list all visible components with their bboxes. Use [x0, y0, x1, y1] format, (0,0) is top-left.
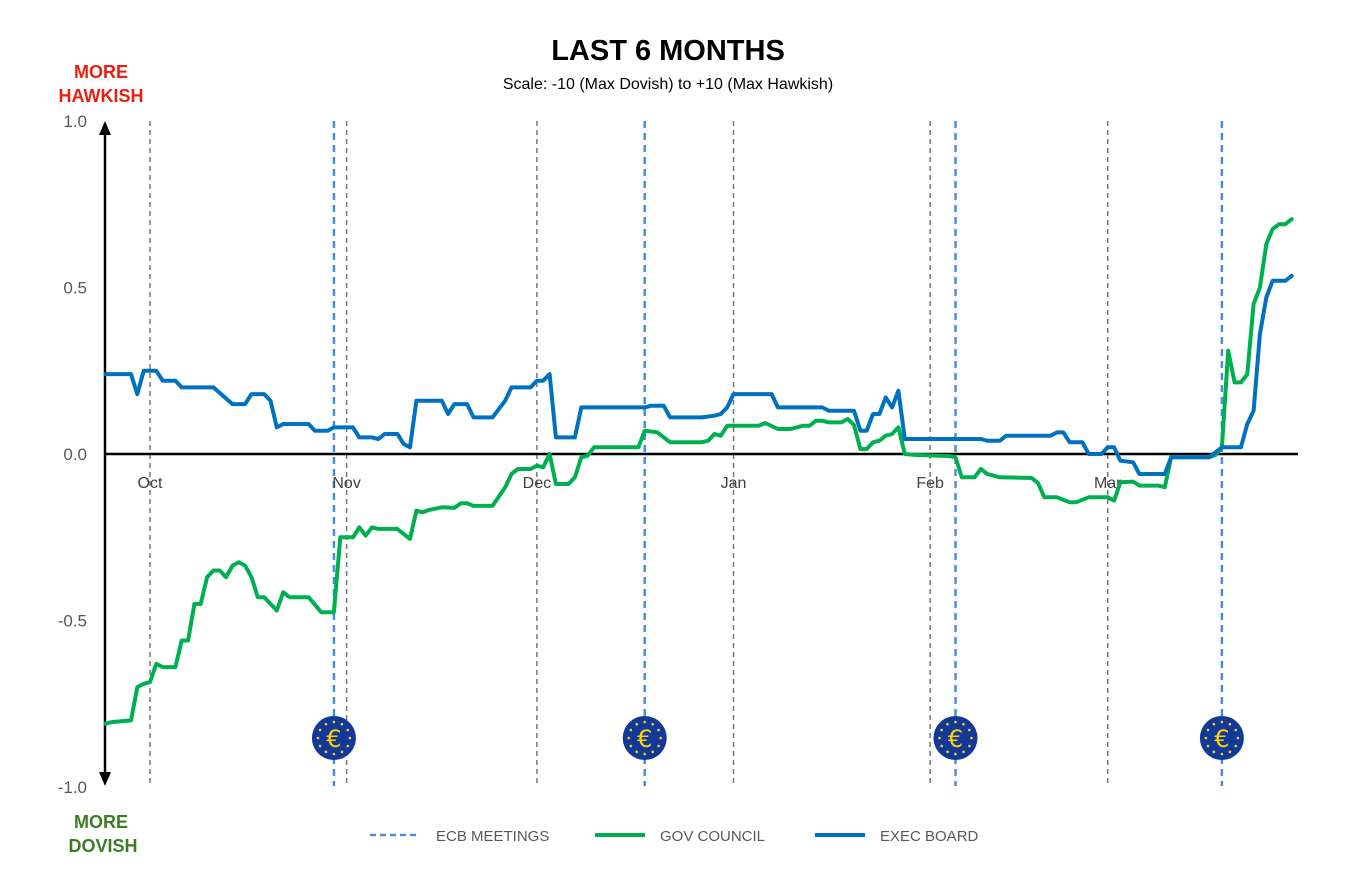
star-icon [324, 722, 328, 726]
star-icon [962, 750, 965, 754]
legend-ecb-meetings-label: ECB MEETINGS [436, 828, 549, 845]
star-icon [635, 722, 639, 726]
star-icon [1204, 736, 1208, 740]
arrow-down-icon [99, 772, 111, 786]
star-icon [332, 752, 336, 756]
star-icon [954, 752, 957, 756]
star-icon [962, 722, 965, 726]
logo-disc [622, 716, 667, 760]
star-icon [643, 720, 647, 724]
star-icon [1234, 744, 1238, 748]
series-lines [103, 217, 1294, 726]
star-icon [657, 744, 660, 748]
x-tick-label: Feb [916, 475, 944, 492]
logo-disc [1199, 716, 1244, 760]
more-dovish-label-line2: DOVISH [68, 836, 137, 856]
y-tick-label: 0.5 [63, 279, 87, 298]
logo-disc [311, 716, 356, 760]
more-hawkish-label-line2: HAWKISH [59, 86, 144, 106]
star-icon [1236, 736, 1240, 740]
ecb-euro-logo-icon: € [311, 716, 356, 760]
star-icon [629, 744, 633, 748]
euro-sign-icon: € [1214, 725, 1229, 753]
star-icon [332, 720, 336, 724]
star-icon [1206, 744, 1210, 748]
x-tick-label: Mar [1094, 475, 1122, 492]
ecb-euro-logo-icon: € [622, 716, 667, 760]
star-icon [316, 736, 320, 740]
star-icon [657, 728, 660, 732]
euro-sign-icon: € [637, 725, 652, 753]
x-axis-ticks: Oct Nov Dec Jan Feb Mar [138, 475, 1123, 492]
star-icon [1234, 728, 1238, 732]
star-icon [318, 744, 322, 748]
y-tick-label: 0.0 [63, 445, 87, 464]
chart-subtitle: Scale: -10 (Max Dovish) to +10 (Max Hawk… [503, 76, 833, 93]
star-icon [659, 736, 663, 740]
star-icon [968, 744, 971, 748]
x-tick-label: Nov [332, 475, 360, 492]
star-icon [970, 736, 973, 740]
legend-gov-council-label: GOV COUNCIL [660, 828, 765, 845]
month-gridlines [149, 121, 1109, 786]
star-icon [340, 722, 344, 726]
more-hawkish-label-line1: MORE [74, 62, 128, 82]
star-icon [643, 752, 647, 756]
euro-sign-icon: € [326, 725, 341, 753]
y-axis-ticks: 1.0 0.5 0.0 -0.5 -1.0 [58, 112, 87, 797]
ecb-euro-logo-icon: € [933, 716, 978, 760]
arrow-up-icon [99, 121, 111, 135]
y-tick-label: 1.0 [63, 112, 87, 131]
chart-title: LAST 6 MONTHS [551, 35, 785, 67]
series-line-gov-council [103, 217, 1294, 726]
x-tick-label: Oct [138, 475, 163, 492]
star-icon [968, 728, 971, 732]
star-icon [1212, 750, 1216, 754]
star-icon [938, 736, 941, 740]
star-icon [1228, 750, 1232, 754]
star-icon [346, 728, 350, 732]
ecb-meeting-lines [332, 121, 1224, 786]
y-tick-label: -0.5 [58, 612, 87, 631]
star-icon [1212, 722, 1216, 726]
star-icon [946, 722, 949, 726]
star-icon [318, 728, 322, 732]
ecb-euro-logo-icon: € [1199, 716, 1244, 760]
x-tick-label: Dec [523, 475, 551, 492]
star-icon [651, 750, 655, 754]
star-icon [629, 728, 633, 732]
star-icon [627, 736, 631, 740]
logo-disc [933, 716, 978, 760]
legend-exec-board-label: EXEC BOARD [880, 828, 979, 845]
star-icon [651, 722, 655, 726]
ecb-logos: € € € € [311, 716, 1244, 760]
star-icon [1220, 752, 1224, 756]
series-line-exec-board [103, 273, 1294, 476]
star-icon [340, 750, 344, 754]
legend: ECB MEETINGS GOV COUNCIL EXEC BOARD [370, 828, 979, 845]
more-dovish-label-line1: MORE [74, 812, 128, 832]
star-icon [348, 736, 352, 740]
star-icon [940, 744, 943, 748]
euro-sign-icon: € [948, 725, 963, 753]
star-icon [635, 750, 639, 754]
star-icon [940, 728, 943, 732]
star-icon [1220, 720, 1224, 724]
star-icon [954, 720, 957, 724]
star-icon [1228, 722, 1232, 726]
star-icon [346, 744, 350, 748]
star-icon [1206, 728, 1210, 732]
x-tick-label: Jan [721, 475, 747, 492]
star-icon [946, 750, 949, 754]
y-tick-label: -1.0 [58, 778, 87, 797]
star-icon [324, 750, 328, 754]
